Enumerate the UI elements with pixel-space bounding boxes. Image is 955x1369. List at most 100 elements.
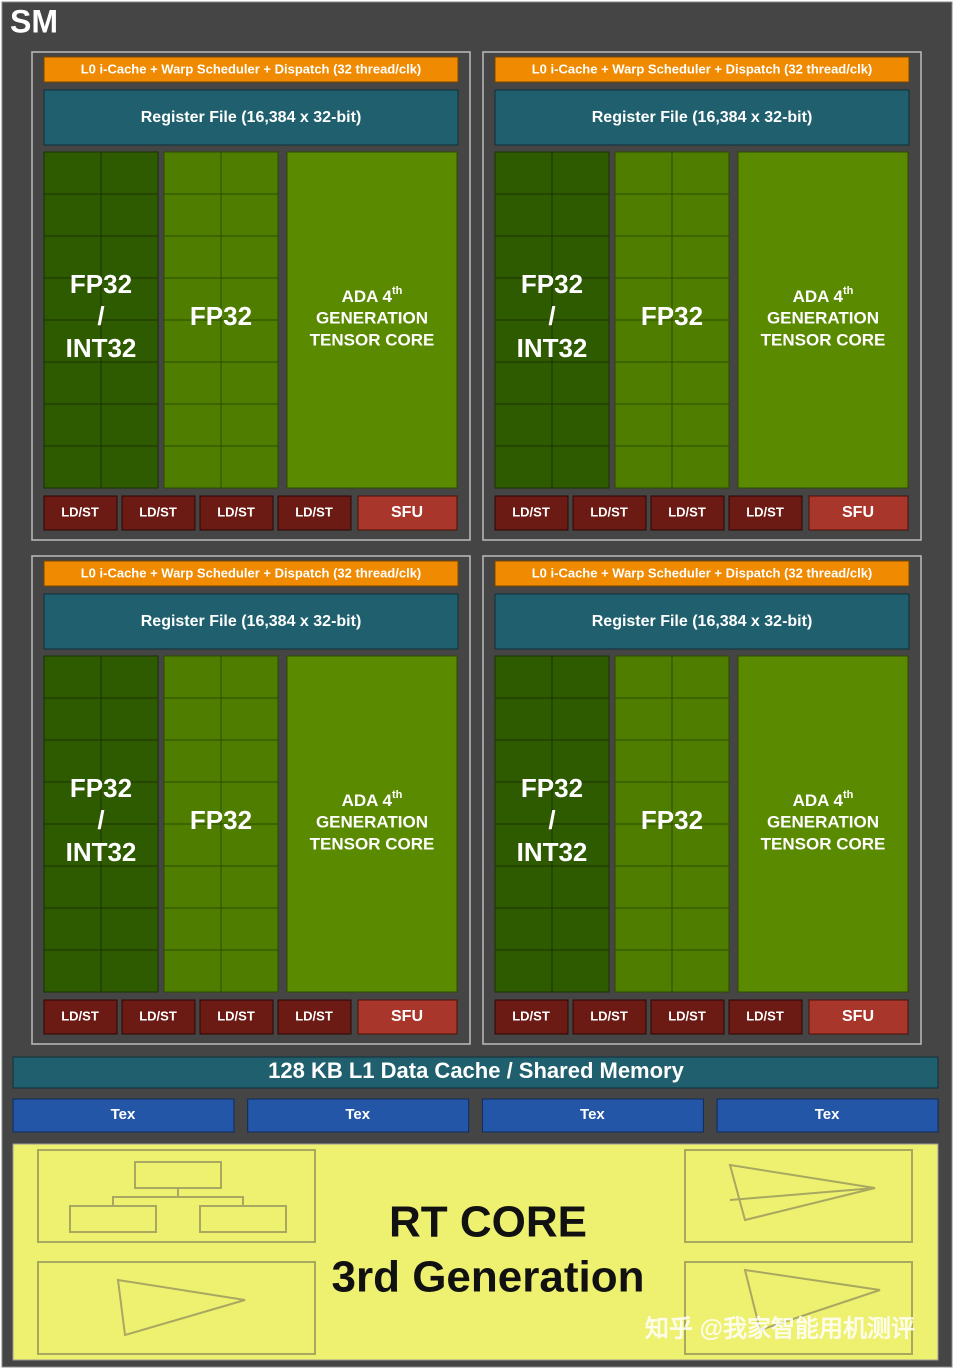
tensor-core-line1: ADA 4th — [342, 789, 403, 811]
fp32-int32-label: INT32 — [517, 837, 588, 867]
sm-title: SM — [10, 3, 58, 39]
ldst-label: LD/ST — [590, 1008, 628, 1023]
ldst-label: LD/ST — [295, 504, 333, 519]
sfu-label: SFU — [842, 1008, 874, 1025]
register-file — [494, 89, 910, 146]
fp32-label: FP32 — [641, 301, 703, 331]
fp32-label: FP32 — [641, 805, 703, 835]
fp32-int32-label: / — [548, 805, 555, 835]
ldst-label: LD/ST — [295, 1008, 333, 1023]
tensor-core-line2: GENERATION — [316, 308, 428, 327]
ldst-label: LD/ST — [139, 504, 177, 519]
rt-core-subtitle: 3rd Generation — [332, 1253, 645, 1302]
dispatch-unit — [43, 56, 459, 83]
tensor-core-line2: GENERATION — [316, 812, 428, 831]
register-file-label: Register File (16,384 x 32-bit) — [141, 613, 362, 630]
fp32-int32-label: INT32 — [517, 333, 588, 363]
ldst-unit — [494, 495, 569, 531]
fp32-label: FP32 — [190, 805, 252, 835]
core-cell — [220, 445, 279, 489]
core-cell — [671, 445, 730, 489]
tensor-core-line1: ADA 4th — [342, 285, 403, 307]
ldst-unit — [728, 495, 803, 531]
core-cell — [220, 949, 279, 993]
rt-core — [12, 1143, 939, 1361]
ldst-label: LD/ST — [61, 504, 99, 519]
ldst-unit — [277, 495, 352, 531]
tex-label: Tex — [580, 1106, 605, 1123]
sfu-label: SFU — [391, 1008, 423, 1025]
tex-unit — [12, 1098, 235, 1133]
ldst-unit — [494, 999, 569, 1035]
ldst-label: LD/ST — [217, 1008, 255, 1023]
register-file-label: Register File (16,384 x 32-bit) — [141, 109, 362, 126]
rt-core-title: RT CORE — [389, 1198, 587, 1247]
ldst-unit — [43, 495, 118, 531]
dispatch-label: L0 i-Cache + Warp Scheduler + Dispatch (… — [81, 565, 422, 580]
dispatch-label: L0 i-Cache + Warp Scheduler + Dispatch (… — [81, 61, 422, 76]
sfu-unit — [357, 495, 458, 531]
watermark: 知乎 @我家智能用机测评 — [645, 1314, 915, 1342]
tensor-core — [286, 151, 458, 489]
ldst-label: LD/ST — [512, 1008, 550, 1023]
tensor-core-line1: ADA 4th — [793, 285, 854, 307]
ldst-label: LD/ST — [61, 1008, 99, 1023]
tensor-core-sup: th — [392, 789, 403, 801]
register-file — [43, 593, 459, 650]
rt-core-icons — [37, 1149, 913, 1355]
tex-unit — [716, 1098, 939, 1133]
ldst-unit — [43, 999, 118, 1035]
tensor-core-line3: TENSOR CORE — [310, 834, 435, 853]
ldst-unit — [572, 495, 647, 531]
ldst-label: LD/ST — [139, 1008, 177, 1023]
tensor-core-line3: TENSOR CORE — [761, 330, 886, 349]
core-cell — [551, 949, 610, 993]
tensor-core-line3: TENSOR CORE — [761, 834, 886, 853]
tensor-core-line2: GENERATION — [767, 308, 879, 327]
tensor-core-line1-text: ADA 4 — [342, 791, 393, 810]
register-file — [43, 89, 459, 146]
sfu-unit — [808, 495, 909, 531]
dispatch-unit — [43, 560, 459, 587]
dispatch-unit — [494, 560, 910, 587]
fp32-int32-label: / — [97, 301, 104, 331]
tex-label: Tex — [345, 1106, 370, 1123]
ldst-label: LD/ST — [668, 1008, 706, 1023]
tex-label: Tex — [111, 1106, 136, 1123]
register-file-label: Register File (16,384 x 32-bit) — [592, 613, 813, 630]
ldst-label: LD/ST — [746, 1008, 784, 1023]
ldst-label: LD/ST — [590, 504, 628, 519]
sfu-label: SFU — [391, 504, 423, 521]
core-cell — [671, 949, 730, 993]
ldst-label: LD/ST — [746, 504, 784, 519]
sfu-unit — [357, 999, 458, 1035]
tensor-core-line3: TENSOR CORE — [310, 330, 435, 349]
tensor-core-line1: ADA 4th — [793, 789, 854, 811]
fp32-int32-label: FP32 — [521, 269, 583, 299]
ldst-unit — [728, 999, 803, 1035]
fp32-int32-label: INT32 — [66, 333, 137, 363]
fp32-int32-label: / — [97, 805, 104, 835]
sfu-unit — [808, 999, 909, 1035]
ldst-label: LD/ST — [512, 504, 550, 519]
ldst-unit — [650, 999, 725, 1035]
fp32-int32-label: FP32 — [521, 773, 583, 803]
dispatch-label: L0 i-Cache + Warp Scheduler + Dispatch (… — [532, 565, 873, 580]
core-cell — [100, 949, 159, 993]
sfu-label: SFU — [842, 504, 874, 521]
tex-unit — [247, 1098, 470, 1133]
fp32-int32-label: FP32 — [70, 773, 132, 803]
fp32-int32-label: FP32 — [70, 269, 132, 299]
ldst-label: LD/ST — [217, 504, 255, 519]
core-cell — [551, 445, 610, 489]
dispatch-label: L0 i-Cache + Warp Scheduler + Dispatch (… — [532, 61, 873, 76]
fp32-int32-label: / — [548, 301, 555, 331]
tensor-core-sup: th — [843, 789, 854, 801]
tensor-core-line1-text: ADA 4 — [342, 287, 393, 306]
dispatch-unit — [494, 56, 910, 83]
tensor-core-line1-text: ADA 4 — [793, 287, 844, 306]
fp32-int32-label: INT32 — [66, 837, 137, 867]
ldst-unit — [572, 999, 647, 1035]
l1-cache-label: 128 KB L1 Data Cache / Shared Memory — [268, 1058, 684, 1083]
